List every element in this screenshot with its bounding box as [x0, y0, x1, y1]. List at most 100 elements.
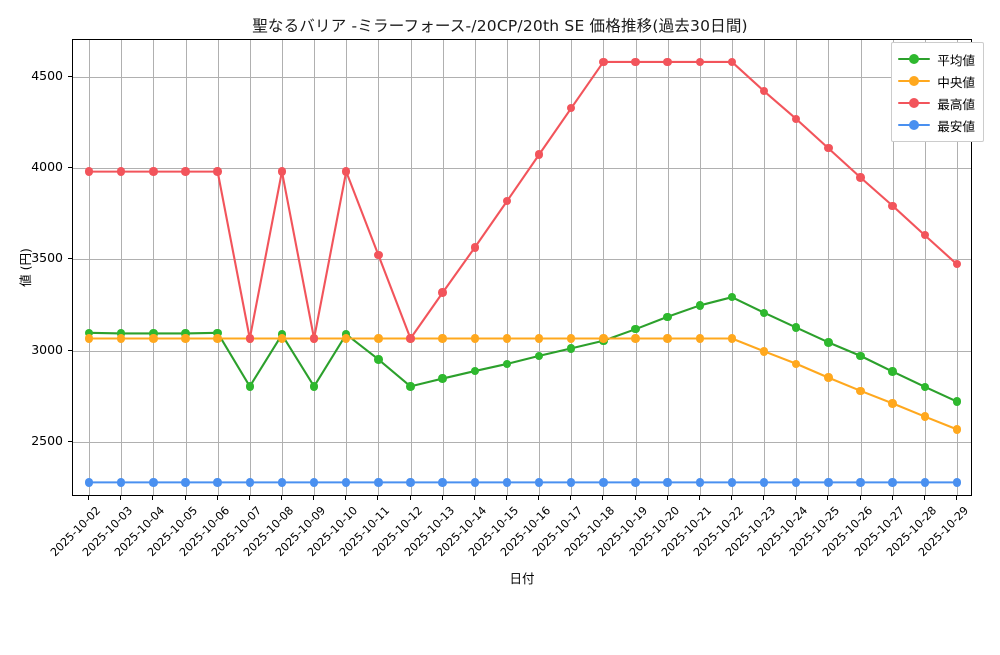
data-point-marker: [599, 57, 608, 67]
data-point-marker: [84, 167, 94, 176]
y-tick-label: 3500: [31, 250, 63, 266]
gridline-vertical: [892, 40, 894, 495]
data-point-marker: [856, 173, 865, 182]
plot-area: [72, 39, 972, 496]
y-axis-label: 値 (円): [18, 248, 33, 287]
data-point-marker: [663, 478, 672, 487]
gridline-vertical: [796, 40, 798, 495]
data-point-marker: [309, 382, 319, 391]
data-point-marker: [149, 334, 158, 343]
data-point-marker: [567, 334, 576, 343]
gridline-vertical: [185, 40, 187, 495]
data-point-marker: [374, 250, 383, 260]
data-point-marker: [470, 243, 479, 252]
data-point-marker: [374, 355, 383, 364]
data-point-marker: [406, 478, 415, 487]
data-point-marker: [181, 334, 190, 343]
data-point-marker: [117, 478, 126, 487]
x-tick-mark: [184, 496, 186, 500]
data-point-marker: [406, 382, 415, 391]
data-point-marker: [824, 144, 833, 153]
data-point-marker: [438, 478, 447, 487]
data-point-marker: [84, 478, 94, 487]
gridline-vertical: [667, 40, 669, 495]
x-tick-mark: [538, 496, 540, 500]
data-point-marker: [277, 334, 287, 343]
legend-dot-icon: [909, 54, 920, 64]
data-point-marker: [438, 374, 447, 383]
data-point-marker: [149, 167, 158, 176]
x-tick-mark: [505, 496, 507, 500]
data-point-marker: [342, 330, 351, 339]
data-point-marker: [502, 197, 512, 206]
data-point-marker: [599, 334, 608, 343]
chart-legend: 平均値中央値最高値 最安値: [891, 42, 984, 142]
data-point-marker: [149, 478, 158, 487]
data-point-marker: [759, 478, 769, 487]
data-point-marker: [952, 260, 962, 269]
legend-swatch-icon: [898, 118, 931, 132]
data-point-marker: [438, 288, 447, 297]
y-tick-mark: [68, 166, 72, 168]
series-line-1: [88, 337, 958, 431]
data-point-marker: [213, 478, 222, 487]
data-point-marker: [213, 334, 222, 343]
x-tick-mark: [280, 496, 282, 500]
legend-item-0[interactable]: 平均値: [898, 48, 975, 70]
x-tick-mark: [730, 496, 732, 500]
legend-label: 中央値: [937, 74, 975, 90]
gridline-horizontal: [73, 442, 971, 444]
data-point-marker: [502, 478, 512, 487]
x-tick-mark: [859, 496, 861, 500]
x-tick-mark: [634, 496, 636, 500]
legend-item-3[interactable]: 最安値: [898, 114, 975, 136]
series-line-0: [88, 296, 958, 403]
data-point-marker: [470, 478, 479, 487]
data-point-marker: [502, 359, 512, 369]
gridline-vertical: [635, 40, 637, 495]
data-point-marker: [888, 399, 897, 408]
y-tick-mark: [68, 75, 72, 77]
data-point-marker: [759, 347, 769, 356]
data-point-marker: [245, 478, 254, 487]
legend-swatch-icon: [898, 96, 931, 110]
series-line-2: [88, 60, 958, 340]
gridline-vertical: [571, 40, 573, 495]
data-point-marker: [342, 478, 351, 487]
data-layer: [73, 40, 971, 495]
x-tick-mark: [473, 496, 475, 500]
data-point-marker: [631, 57, 640, 67]
data-point-marker: [534, 150, 544, 159]
x-tick-mark: [345, 496, 347, 500]
data-point-marker: [149, 329, 158, 338]
data-point-marker: [502, 334, 512, 343]
gridline-vertical: [153, 40, 155, 495]
data-point-marker: [727, 293, 737, 302]
legend-item-2[interactable]: 最高値: [898, 92, 975, 114]
x-tick-mark: [152, 496, 154, 500]
data-point-marker: [181, 167, 190, 176]
legend-dot-icon: [909, 120, 920, 130]
gridline-vertical: [217, 40, 219, 495]
data-point-marker: [792, 478, 801, 487]
data-point-marker: [470, 334, 479, 343]
data-point-marker: [374, 478, 383, 487]
legend-item-1[interactable]: 中央値: [898, 70, 975, 92]
y-tick-mark: [68, 258, 72, 260]
gridline-vertical: [314, 40, 316, 495]
series-lines: [88, 60, 958, 484]
data-point-marker: [695, 57, 704, 67]
data-point-marker: [181, 478, 190, 487]
data-point-marker: [695, 478, 704, 487]
gridline-vertical: [506, 40, 508, 495]
x-tick-mark: [923, 496, 925, 500]
gridline-vertical: [699, 40, 701, 495]
gridline-vertical: [828, 40, 830, 495]
y-tick-label: 4000: [31, 158, 63, 174]
data-point-marker: [117, 167, 126, 176]
data-point-marker: [245, 382, 254, 391]
x-tick-mark: [602, 496, 604, 500]
data-point-marker: [567, 103, 576, 113]
data-point-marker: [631, 334, 640, 343]
data-point-marker: [759, 86, 769, 96]
